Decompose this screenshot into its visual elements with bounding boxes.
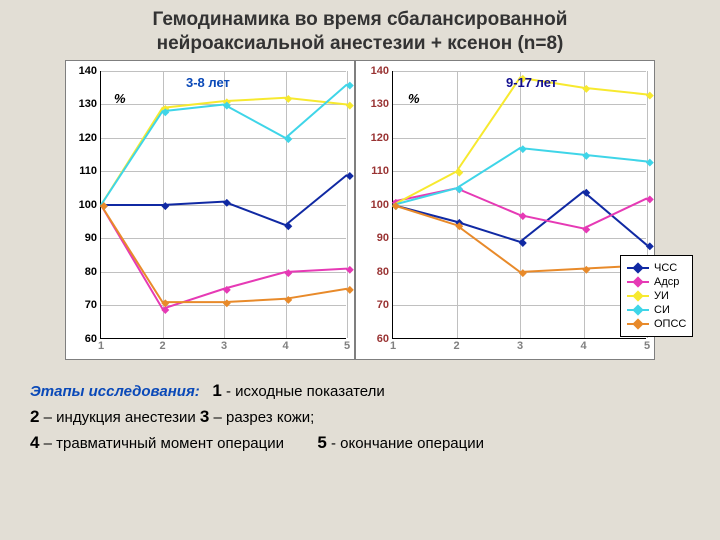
ytick: 90: [85, 232, 101, 244]
series-marker-СИ: [455, 185, 463, 193]
stage-num-1: 1: [212, 381, 221, 400]
legend-label: Адср: [654, 276, 679, 288]
ytick: 120: [79, 132, 101, 144]
legend-item-ЧСС: ЧСС: [627, 262, 686, 274]
ytick: 130: [79, 98, 101, 110]
series-marker-ОПСС: [582, 265, 590, 273]
series-marker-УИ: [582, 84, 590, 92]
series-line-ЧСС: [393, 191, 647, 245]
xtick: 5: [344, 338, 350, 352]
xtick: 1: [98, 338, 104, 352]
series-marker-ЧСС: [161, 202, 169, 210]
series-marker-ОПСС: [223, 299, 231, 307]
legend-swatch: [627, 319, 649, 329]
legend-item-СИ: СИ: [627, 304, 686, 316]
series-marker-СИ: [519, 145, 527, 153]
series-marker-ЧСС: [223, 198, 231, 206]
stage-num-2: 2: [30, 407, 39, 426]
legend-swatch: [627, 277, 649, 287]
age-label: 9-17 лет: [506, 75, 557, 90]
series-line-ОПСС: [101, 205, 347, 302]
legend-swatch: [627, 291, 649, 301]
title-line2: нейроаксиальной анестезии + ксенон (n=8): [157, 33, 564, 54]
grid-v: [347, 71, 348, 338]
series-marker-ЧСС: [284, 222, 292, 230]
ytick: 70: [85, 299, 101, 311]
legend-label: ОПСС: [654, 318, 686, 330]
series-marker-СИ: [582, 151, 590, 159]
xtick: 5: [644, 338, 650, 352]
legend-item-ОПСС: ОПСС: [627, 318, 686, 330]
ytick: 140: [79, 65, 101, 77]
chart-left: 6070809010011012013014012345% 3-8 лет: [65, 60, 355, 360]
ytick: 120: [371, 132, 393, 144]
ytick: 140: [371, 65, 393, 77]
ytick: 90: [377, 232, 393, 244]
xtick: 2: [159, 338, 165, 352]
ytick: 110: [79, 165, 101, 177]
stage-text-5: - окончание операции: [331, 435, 484, 452]
xtick: 3: [221, 338, 227, 352]
series-marker-УИ: [284, 94, 292, 102]
series-marker-СИ: [284, 135, 292, 143]
age-label: 3-8 лет: [186, 75, 230, 90]
stage-text-2: – индукция анестезии: [44, 409, 196, 426]
chart-left-plot: 6070809010011012013014012345: [100, 71, 346, 339]
stage-text-3: – разрез кожи;: [214, 409, 315, 426]
stage-num-3: 3: [200, 407, 209, 426]
chart-left-series: [101, 71, 346, 338]
ytick: 100: [79, 199, 101, 211]
stages-row1: Этапы исследования: 1 - исходные показат…: [30, 378, 690, 404]
stage-num-5: 5: [317, 433, 326, 452]
ytick: 130: [371, 98, 393, 110]
xtick: 4: [282, 338, 288, 352]
chart-title: Гемодинамика во время сбалансированной н…: [0, 0, 720, 60]
legend-swatch: [627, 305, 649, 315]
series-marker-ЧСС: [519, 239, 527, 247]
chart-right: 6070809010011012013014012345% 9-17 лет: [355, 60, 655, 360]
stages-row3: 4 – травматичный момент операции 5 - око…: [30, 430, 690, 456]
xtick: 1: [390, 338, 396, 352]
ytick: 110: [371, 165, 393, 177]
ytick: 80: [85, 266, 101, 278]
xtick: 4: [580, 338, 586, 352]
percent-label: %: [114, 91, 126, 106]
stage-text-4: – травматичный момент операции: [44, 435, 284, 452]
series-line-Адср: [101, 205, 347, 309]
legend-label: СИ: [654, 304, 670, 316]
series-marker-Адср: [284, 269, 292, 277]
chart-right-plot: 6070809010011012013014012345: [392, 71, 646, 339]
series-marker-Адср: [519, 212, 527, 220]
legend-item-УИ: УИ: [627, 290, 686, 302]
xtick: 2: [453, 338, 459, 352]
legend-item-Адср: Адср: [627, 276, 686, 288]
stages-row2: 2 – индукция анестезии 3 – разрез кожи;: [30, 404, 690, 430]
charts-area: 6070809010011012013014012345% 3-8 лет 607…: [0, 60, 720, 360]
series-line-ЧСС: [101, 174, 347, 224]
ytick: 80: [377, 266, 393, 278]
xtick: 3: [517, 338, 523, 352]
legend-label: УИ: [654, 290, 669, 302]
stage-num-4: 4: [30, 433, 39, 452]
title-line1: Гемодинамика во время сбалансированной: [153, 9, 568, 30]
stages-block: Этапы исследования: 1 - исходные показат…: [0, 360, 720, 457]
percent-label: %: [408, 91, 420, 106]
chart-right-series: [393, 71, 646, 338]
series-marker-ОПСС: [519, 269, 527, 277]
legend: ЧСС Адср УИ СИ ОПСС: [620, 255, 693, 337]
legend-label: ЧСС: [654, 262, 677, 274]
stage-text-1: - исходные показатели: [226, 383, 385, 400]
series-line-УИ: [393, 77, 647, 204]
series-line-УИ: [101, 97, 347, 204]
series-line-СИ: [393, 148, 647, 205]
ytick: 70: [377, 299, 393, 311]
legend-swatch: [627, 263, 649, 273]
ytick: 100: [371, 199, 393, 211]
stages-lead: Этапы исследования:: [30, 383, 200, 400]
